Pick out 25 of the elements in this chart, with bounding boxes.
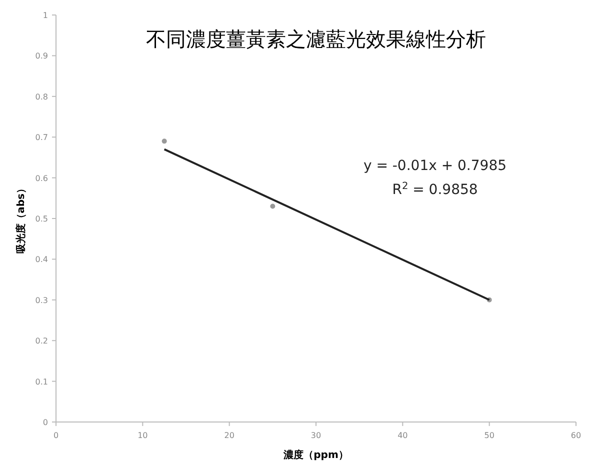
x-tick-label: 10 xyxy=(138,431,148,440)
y-tick-label: 0.3 xyxy=(35,296,48,305)
y-tick-label: 0.7 xyxy=(35,133,48,142)
x-tick-label: 20 xyxy=(224,431,234,440)
y-tick-label: 0.5 xyxy=(35,214,48,224)
x-tick-label: 30 xyxy=(310,431,322,440)
text: 不同濃度薑黃素之濾藍光效果線性分析 xyxy=(146,27,486,51)
y-tick-label: 0.8 xyxy=(35,92,48,102)
y-tick-label: 0.1 xyxy=(35,377,48,386)
annotation: y = -0.01x + 0.7985 xyxy=(363,158,507,174)
x-axis-title: 濃度（ppm） xyxy=(282,449,348,461)
x-tick-label: 40 xyxy=(398,431,408,440)
y-tick-label: 0.4 xyxy=(35,255,48,264)
x-tick-label: 60 xyxy=(570,431,582,440)
y-tick-label: 1 xyxy=(42,11,48,20)
annotation: R$^{2}$ = 0.9858 xyxy=(392,180,478,198)
y-tick-label: 0.2 xyxy=(35,336,48,346)
point xyxy=(162,138,167,144)
x-tick-label: 0 xyxy=(53,431,59,440)
y-axis-title: 吸光度（abs） xyxy=(15,184,27,254)
y-tick-label: 0.6 xyxy=(35,174,48,183)
y-tick-label: 0.9 xyxy=(35,52,48,61)
point xyxy=(270,204,276,209)
y-tick-label: 0 xyxy=(42,418,48,427)
x-tick-label: 50 xyxy=(484,431,494,440)
